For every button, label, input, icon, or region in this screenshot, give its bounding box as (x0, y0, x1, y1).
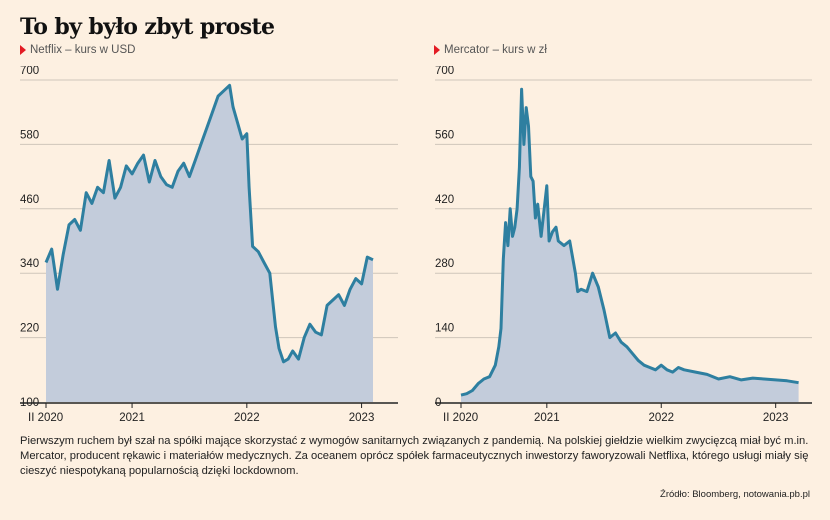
chart-title: To by było zbyt proste (20, 14, 275, 40)
x-tick-label: 2021 (119, 412, 145, 424)
y-tick-label: 140 (435, 323, 454, 335)
series-area (461, 89, 799, 402)
y-tick-label: 560 (435, 129, 454, 141)
x-tick-label: 2021 (534, 412, 560, 424)
y-tick-label: 340 (20, 258, 39, 270)
x-tick-label: 2022 (648, 412, 674, 424)
series-line (460, 87, 799, 397)
red-triangle-icon (434, 45, 440, 55)
x-tick-label: II 2020 (443, 412, 478, 424)
netflix-panel-label: Netflix – kurs w USD (20, 44, 135, 56)
red-triangle-icon (20, 45, 26, 55)
mercator-label-text: Mercator – kurs w zł (444, 44, 547, 56)
footer-description: Pierwszym ruchem był szał na spółki mają… (20, 435, 809, 477)
y-tick-label: 280 (435, 258, 454, 270)
x-tick-label: 2023 (763, 412, 789, 424)
source-note: Źródło: Bloomberg, notowania.pb.pl (660, 489, 810, 500)
y-tick-label: 700 (435, 66, 454, 77)
netflix-label-text: Netflix – kurs w USD (30, 44, 136, 56)
y-tick-label: 700 (20, 66, 39, 77)
x-tick-label: II 2020 (28, 412, 63, 424)
series-line (44, 83, 374, 364)
series-area (46, 85, 373, 403)
y-tick-label: 460 (20, 194, 39, 206)
mercator-panel-label: Mercator – kurs w zł (434, 44, 547, 56)
y-tick-label: 420 (435, 194, 454, 206)
x-tick-label: 2022 (234, 412, 260, 424)
y-tick-label: 580 (20, 129, 39, 141)
y-tick-label: 220 (20, 323, 39, 335)
x-tick-label: 2023 (349, 412, 375, 424)
